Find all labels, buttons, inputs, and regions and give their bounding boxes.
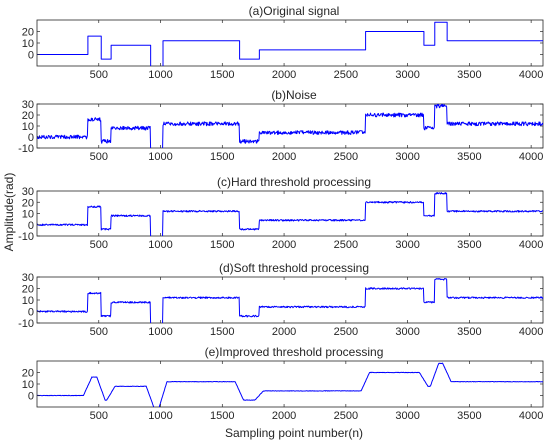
- x-tick-label: 4000: [519, 239, 543, 251]
- x-tick-label: 2500: [334, 69, 358, 81]
- x-axis-label: Sampling point number(n): [225, 426, 363, 440]
- x-tick-label: 500: [90, 239, 108, 251]
- x-tick-label: 2000: [272, 410, 296, 422]
- x-tick-label: 1500: [210, 326, 234, 338]
- y-tick-label: 20: [22, 284, 34, 296]
- x-tick-label: 4000: [519, 410, 543, 422]
- x-tick-label: 1500: [210, 410, 234, 422]
- y-tick-label: 20: [22, 368, 34, 380]
- y-tick-label: 0: [28, 220, 34, 232]
- panel-title: (b)Noise: [271, 88, 317, 102]
- signal-line: [37, 104, 543, 148]
- x-tick-label: 2500: [334, 239, 358, 251]
- x-tick-label: 2000: [272, 69, 296, 81]
- y-tick-label: 10: [22, 209, 34, 221]
- y-tick-label: 0: [28, 307, 34, 319]
- x-tick-label: 3000: [395, 410, 419, 422]
- x-tick-label: 1000: [148, 410, 172, 422]
- x-tick-label: 3500: [457, 151, 481, 163]
- y-tick-label: 30: [22, 99, 34, 111]
- x-tick-label: 2500: [334, 326, 358, 338]
- x-tick-label: 4000: [519, 326, 543, 338]
- signal-line: [37, 21, 543, 66]
- x-tick-label: 1000: [148, 326, 172, 338]
- plot-area: [36, 19, 544, 67]
- x-tick-label: 2000: [272, 239, 296, 251]
- y-tick-label: 10: [22, 121, 34, 133]
- x-tick-label: 500: [90, 151, 108, 163]
- x-tick-label: 2500: [334, 151, 358, 163]
- x-tick-label: 1500: [210, 239, 234, 251]
- y-tick-label: -10: [18, 231, 34, 243]
- signal-line: [37, 362, 543, 407]
- panel-2: 500 1000 1500 2000 2500 3000 3500 4000 -10010203…: [18, 88, 544, 163]
- y-tick-label: 20: [22, 27, 34, 39]
- x-tick-label: 500: [90, 410, 108, 422]
- x-tick-label: 3000: [395, 151, 419, 163]
- y-tick-label: 10: [22, 379, 34, 391]
- plot-area: [36, 360, 544, 408]
- panel-title: (c)Hard threshold processing: [217, 175, 371, 189]
- y-tick-label: 0: [28, 391, 34, 403]
- x-tick-label: 500: [90, 326, 108, 338]
- x-tick-label: 3500: [457, 326, 481, 338]
- x-tick-label: 2000: [272, 151, 296, 163]
- y-tick-label: 20: [22, 197, 34, 209]
- y-tick-label: 30: [22, 186, 34, 198]
- plot-area: [36, 190, 544, 237]
- x-tick-label: 1000: [148, 69, 172, 81]
- x-tick-label: 3500: [457, 69, 481, 81]
- x-tick-label: 3000: [395, 69, 419, 81]
- panel-title: (d)Soft threshold processing: [219, 261, 369, 275]
- x-tick-label: 2000: [272, 326, 296, 338]
- plot-area: [36, 276, 544, 324]
- y-tick-label: 0: [28, 132, 34, 144]
- x-tick-label: 1500: [210, 69, 234, 81]
- plot-area: [36, 103, 544, 149]
- x-tick-label: 1000: [148, 239, 172, 251]
- y-tick-label: -10: [18, 143, 34, 155]
- y-tick-label: -10: [18, 318, 34, 330]
- x-tick-label: 1500: [210, 151, 234, 163]
- x-tick-label: 3500: [457, 410, 481, 422]
- panel-title: (a)Original signal: [249, 4, 340, 18]
- x-tick-label: 4000: [519, 69, 543, 81]
- x-tick-label: 1000: [148, 151, 172, 163]
- y-tick-label: 10: [22, 295, 34, 307]
- signal-line: [37, 278, 543, 323]
- y-tick-label: 0: [28, 50, 34, 62]
- x-tick-label: 3000: [395, 326, 419, 338]
- x-tick-label: 3000: [395, 239, 419, 251]
- x-tick-label: 4000: [519, 151, 543, 163]
- panels-group: 500 1000 1500 2000 2500 3000 3500 400001020(a)O…: [18, 4, 544, 422]
- y-tick-label: 20: [22, 110, 34, 122]
- x-tick-label: 2500: [334, 410, 358, 422]
- panel-3: 500 1000 1500 2000 2500 3000 3500 4000 -10010203…: [18, 175, 544, 251]
- panel-4: 500 1000 1500 2000 2500 3000 3500 4000 -10010203…: [18, 261, 544, 338]
- signal-line: [37, 191, 543, 236]
- y-axis-label: Amplitude(rad): [2, 173, 16, 252]
- y-tick-label: 10: [22, 38, 34, 50]
- y-tick-label: 30: [22, 272, 34, 284]
- x-tick-label: 500: [90, 69, 108, 81]
- x-tick-label: 3500: [457, 239, 481, 251]
- panel-title: (e)Improved threshold processing: [205, 345, 384, 359]
